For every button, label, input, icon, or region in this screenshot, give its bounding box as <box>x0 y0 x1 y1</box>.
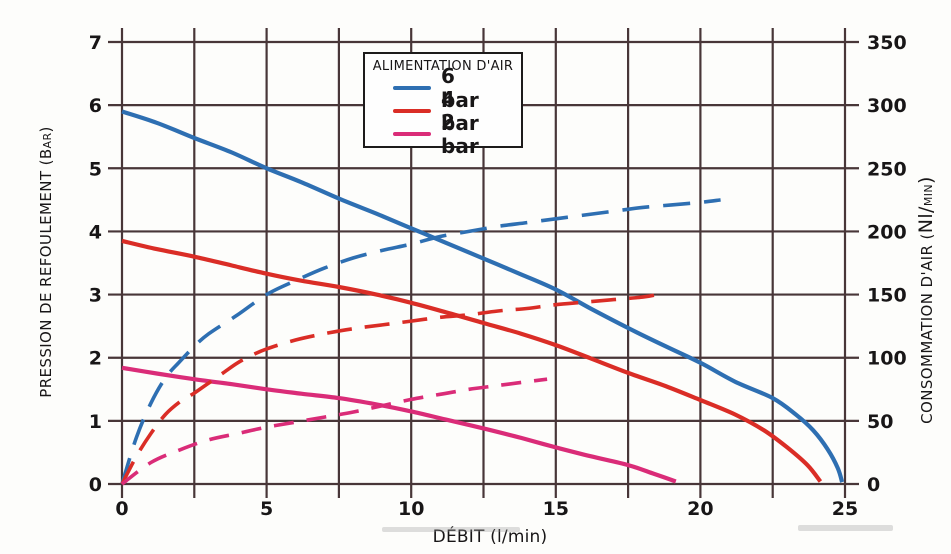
legend-label-2bar: 2 bar <box>441 109 479 158</box>
legend-swatch-2bar <box>393 131 431 136</box>
y-tick-label-left: 2 <box>89 348 102 370</box>
y-tick-label-right: 50 <box>867 411 893 433</box>
y-tick-label-right: 300 <box>867 95 907 117</box>
y-axis-label-right: CONSOMMATION D'AIR (Nl/MIN) <box>915 176 937 424</box>
y-tick-label-left: 5 <box>89 158 102 180</box>
curve-pressure-2bar <box>121 365 677 484</box>
curve-airconsumption-2bar <box>120 377 548 486</box>
y-tick-label-left: 1 <box>89 411 102 433</box>
curve-airconsumption-4bar <box>120 292 658 485</box>
legend-swatch-4bar <box>393 108 431 113</box>
curve-airconsumption-6bar <box>120 198 721 485</box>
curve-pressure-6bar <box>121 109 845 483</box>
y-tick-label-right: 250 <box>867 158 907 180</box>
legend-item-4bar: 4 bar <box>365 87 521 135</box>
scan-artifact <box>798 525 893 531</box>
scan-artifact <box>382 527 520 532</box>
x-axis-label: DÉBIT (l/min) <box>432 527 548 547</box>
legend-title: ALIMENTATION D'AIR <box>372 59 514 74</box>
y-tick-label-right: 100 <box>867 348 907 370</box>
legend-label-4bar: 4 bar <box>441 86 479 135</box>
y-axis-label-left: PRESSION DE REFOULEMENT (BAR) <box>37 126 55 398</box>
legend-swatch-6bar <box>393 85 431 90</box>
x-tick-label: 15 <box>543 498 569 520</box>
y-tick-label-right: 350 <box>867 32 907 54</box>
y-tick-label-right: 200 <box>867 221 907 243</box>
y-tick-label-right: 150 <box>867 285 907 307</box>
legend-item-6bar: 6 bar <box>365 64 521 112</box>
y-tick-label-left: 3 <box>89 285 102 307</box>
x-tick-label: 0 <box>115 498 128 520</box>
x-tick-label: 20 <box>687 498 713 520</box>
x-tick-label: 25 <box>832 498 858 520</box>
y-tick-label-left: 4 <box>89 221 102 243</box>
legend: ALIMENTATION D'AIR 6 bar 4 bar 2 bar <box>363 52 523 158</box>
x-tick-label: 10 <box>398 498 424 520</box>
y-tick-label-left: 0 <box>89 474 102 496</box>
curve-pressure-4bar <box>121 238 823 483</box>
y-tick-label-left: 7 <box>89 32 102 54</box>
y-tick-label-left: 6 <box>89 95 102 117</box>
legend-item-2bar: 2 bar <box>365 110 521 158</box>
legend-label-6bar: 6 bar <box>441 63 479 112</box>
y-tick-label-right: 0 <box>867 474 880 496</box>
x-tick-label: 5 <box>260 498 273 520</box>
